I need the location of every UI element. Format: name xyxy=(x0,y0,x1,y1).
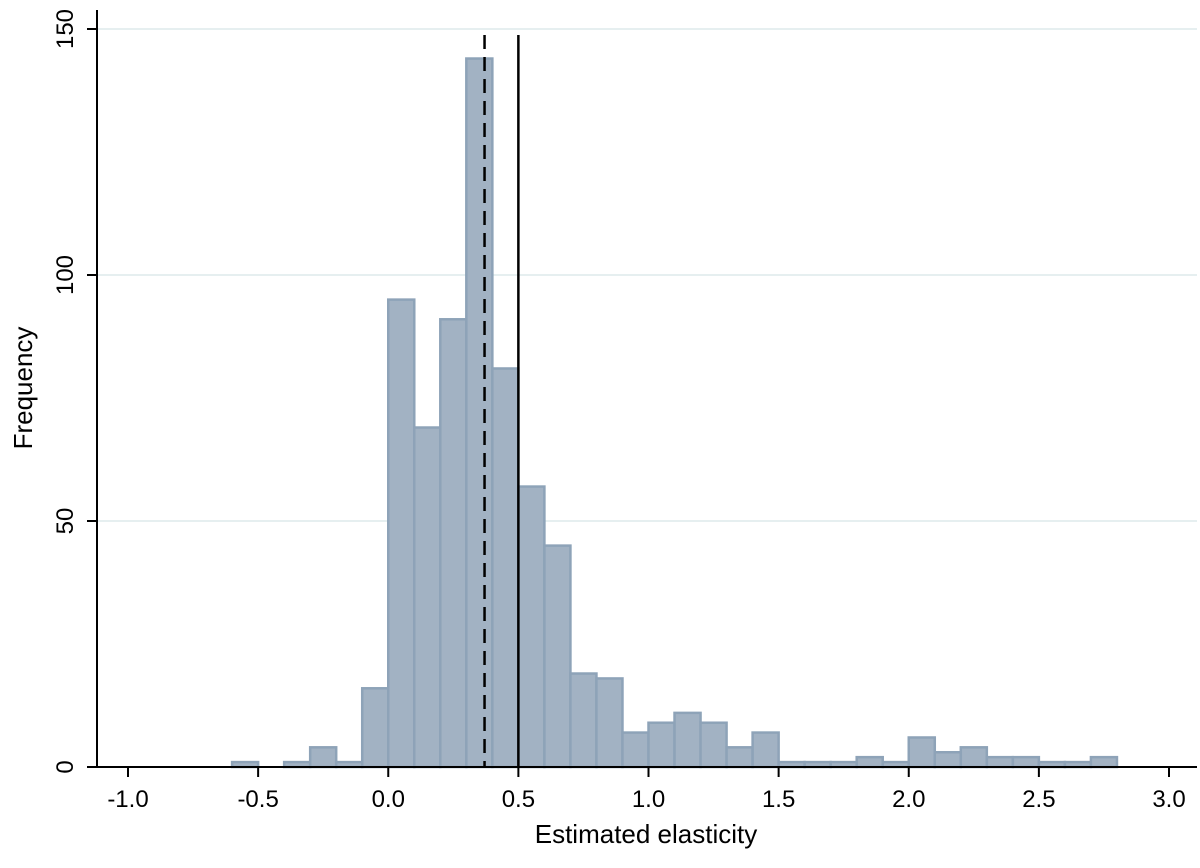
histogram-bar xyxy=(621,731,650,769)
histogram-bar xyxy=(647,721,676,769)
histogram-bar xyxy=(907,736,937,769)
histogram-bar xyxy=(308,746,338,769)
y-tick-label: 150 xyxy=(52,9,79,49)
x-tick-label: 1.0 xyxy=(632,786,665,813)
x-tick-label: 0.0 xyxy=(372,786,405,813)
histogram-bar xyxy=(699,721,728,769)
histogram-bar xyxy=(1011,755,1041,769)
histogram-bar xyxy=(725,746,754,769)
histogram-bar xyxy=(387,298,416,769)
tick-labels: -1.0 -0.5 0.0 0.5 1.0 1.5 2.0 2.5 3.0 0 50 100 150 xyxy=(52,9,1186,813)
reference-lines xyxy=(483,35,520,767)
histogram-bar xyxy=(543,544,572,769)
histogram-bar xyxy=(751,731,780,769)
gridlines xyxy=(97,28,1197,522)
x-tick-label: 1.5 xyxy=(762,786,795,813)
x-tick-label: -1.0 xyxy=(107,786,148,813)
histogram-bar xyxy=(439,318,468,769)
histogram-bar xyxy=(855,755,884,769)
histogram-bar xyxy=(360,687,390,769)
y-tick-label: 0 xyxy=(52,760,79,773)
x-tick-label: 2.5 xyxy=(1022,786,1055,813)
y-axis-title: Frequency xyxy=(8,327,38,450)
histogram-bar xyxy=(517,485,546,769)
y-tick-label: 50 xyxy=(52,508,79,535)
histogram-bars xyxy=(230,57,1119,769)
histogram-bar xyxy=(465,57,494,769)
x-axis-title: Estimated elasticity xyxy=(535,819,758,849)
x-tick-label: -0.5 xyxy=(237,786,278,813)
histogram-bar xyxy=(491,367,520,769)
histogram-bar xyxy=(595,677,624,769)
histogram-bar xyxy=(1089,755,1119,769)
histogram-bar xyxy=(985,755,1015,769)
histogram-bar xyxy=(413,426,442,769)
histogram-bar xyxy=(959,746,989,769)
x-tick-label: 3.0 xyxy=(1152,786,1185,813)
y-tick-label: 100 xyxy=(52,255,79,295)
histogram-bar xyxy=(569,672,598,769)
x-tick-label: 2.0 xyxy=(892,786,925,813)
histogram-bar xyxy=(933,750,963,769)
x-tick-label: 0.5 xyxy=(502,786,535,813)
histogram-bar xyxy=(673,711,702,769)
axes xyxy=(87,10,1197,777)
